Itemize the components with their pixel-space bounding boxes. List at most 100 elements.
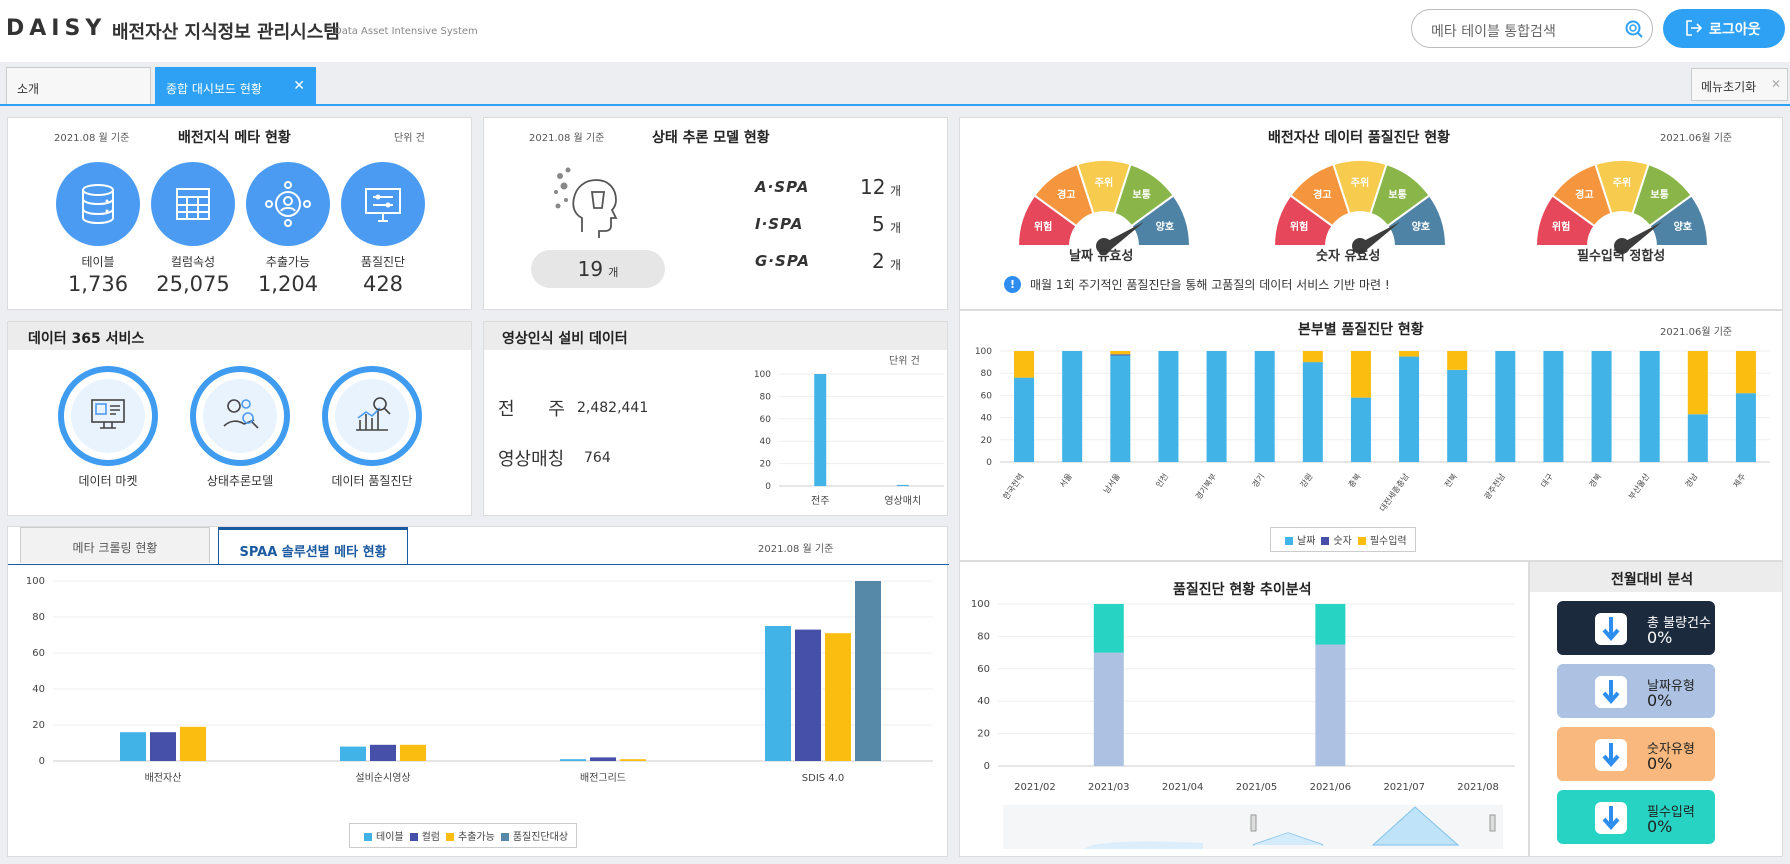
legend-swatch bbox=[1285, 537, 1293, 545]
tab-dashboard[interactable]: 종합 대시보드 현황 ✕ bbox=[155, 67, 316, 104]
x-tick-label: 경북 bbox=[1587, 471, 1604, 489]
bar-segment bbox=[1302, 351, 1323, 363]
bar-segment bbox=[1399, 356, 1420, 462]
trend-chart: 0 20 40 60 80 100 2021/02 2021/03 2021/04 2021/05… bbox=[971, 599, 1515, 793]
app-logo[interactable]: DAISY bbox=[6, 16, 107, 41]
legend-label: 날짜 bbox=[1297, 536, 1316, 547]
app-title: 배전자산 지식정보 관리시스템 bbox=[112, 22, 340, 43]
compare-value: 0% bbox=[1647, 817, 1673, 836]
bar-segment bbox=[1735, 351, 1756, 394]
branch-date: 2021.06월 기준 bbox=[1660, 327, 1733, 338]
bar bbox=[370, 744, 396, 761]
compare-card-total[interactable]: 총 불량건수 0% bbox=[1557, 601, 1715, 655]
quality-title: 배전자산 데이터 품질진단 현황 bbox=[1268, 130, 1451, 146]
model-date: 2021.08 월 기준 bbox=[529, 133, 605, 144]
x-tick-label: 경남 bbox=[1683, 471, 1700, 489]
bar bbox=[825, 633, 851, 761]
trend-range-slider[interactable] bbox=[1003, 805, 1503, 849]
spreadsheet-icon[interactable] bbox=[151, 162, 235, 246]
compare-card-required[interactable]: 필수입력 0% bbox=[1557, 790, 1715, 844]
bar-segment bbox=[1735, 393, 1756, 462]
chart-search-icon bbox=[350, 392, 394, 440]
gauge-level-label: 위험 bbox=[1034, 220, 1052, 233]
x-tick-label: 서울 bbox=[1058, 472, 1074, 489]
y-tick-label: 80 bbox=[977, 631, 990, 642]
tab-intro[interactable]: 소개 bbox=[6, 67, 151, 104]
gauge-level-label: 양호 bbox=[1156, 220, 1174, 233]
search-placeholder: 메타 테이블 통합검색 bbox=[1431, 24, 1556, 40]
bar-segment bbox=[1302, 362, 1323, 462]
x-tick-label: 2021/06 bbox=[1310, 782, 1352, 793]
x-tick-label: SDIS 4.0 bbox=[802, 773, 844, 784]
meta-label: 컬럼속성 bbox=[170, 255, 216, 269]
y-tick-label: 40 bbox=[981, 414, 993, 424]
database-icon[interactable] bbox=[56, 162, 140, 246]
y-tick-label: 0 bbox=[984, 761, 990, 772]
logout-button[interactable]: 로그아웃 bbox=[1663, 9, 1785, 48]
x-tick-label: 인천 bbox=[1153, 471, 1170, 489]
x-tick-label: 2021/04 bbox=[1162, 782, 1204, 793]
legend-label: 추출가능 bbox=[458, 832, 495, 843]
compare-card-number[interactable]: 숫자유형 0% bbox=[1557, 727, 1715, 781]
range-handle-right[interactable] bbox=[1489, 814, 1496, 832]
meta-value: 428 bbox=[362, 272, 404, 296]
legend-label: 품질진단대상 bbox=[512, 832, 569, 843]
model-total-unit: 개 bbox=[608, 266, 619, 279]
search-icon[interactable] bbox=[1624, 19, 1644, 43]
gauge-level-label: 양호 bbox=[1674, 220, 1692, 233]
y-tick-label: 20 bbox=[977, 729, 990, 740]
legend-swatch bbox=[409, 833, 418, 841]
bar-segment bbox=[1062, 351, 1083, 462]
gauge-level-label: 양호 bbox=[1412, 220, 1430, 233]
x-tick-label: 부산울산 bbox=[1626, 471, 1651, 501]
bar-segment bbox=[1591, 351, 1612, 462]
search-input[interactable]: 메타 테이블 통합검색 bbox=[1411, 9, 1653, 48]
user-network-icon[interactable] bbox=[246, 162, 330, 246]
state-model-button[interactable] bbox=[190, 366, 290, 466]
gauge-level-label: 주위 bbox=[1613, 176, 1631, 189]
video-chart: 0 20 40 60 80 100 전주 영상매치 bbox=[754, 370, 944, 507]
gauge-hub bbox=[1614, 238, 1630, 254]
y-tick-label: 80 bbox=[32, 612, 45, 623]
compare-card-date[interactable]: 날짜유형 0% bbox=[1557, 664, 1715, 718]
gauge-level-label: 위험 bbox=[1290, 220, 1308, 233]
close-icon[interactable]: ✕ bbox=[1770, 77, 1781, 91]
meta-value: 1,736 bbox=[67, 272, 129, 296]
tab-label: SPAA 솔루션별 메타 현황 bbox=[239, 545, 387, 560]
video-row-value: 764 bbox=[584, 450, 611, 466]
quality-diagnosis-panel: 배전자산 데이터 품질진단 현황 2021.06월 기준 위험 경고 주위 보통 양호 위… bbox=[959, 117, 1783, 310]
monitor-settings-icon[interactable] bbox=[341, 162, 425, 246]
close-icon[interactable]: ✕ bbox=[293, 78, 305, 94]
video-equipment-panel: 영상인식 설비 데이터 전 주 2,482,441 영상매칭 764 단위 건 … bbox=[483, 321, 948, 516]
y-tick-label: 80 bbox=[760, 392, 772, 402]
arrow-down-icon bbox=[1595, 739, 1627, 771]
bar-segment bbox=[1315, 644, 1346, 766]
x-tick-label: 배전자산 bbox=[145, 772, 182, 784]
x-tick-label: 2021/08 bbox=[1457, 782, 1499, 793]
quality-notice: 매월 1회 주기적인 품질진단을 통해 고품질의 데이터 서비스 기반 마련 ! bbox=[1030, 278, 1390, 292]
data365-service-panel: 데이터 365 서비스 데이터 마켓 상태추론모델 데이터 품질진단 bbox=[7, 321, 472, 516]
range-handle-left[interactable] bbox=[1250, 814, 1257, 832]
bar-segment bbox=[1447, 369, 1468, 462]
tab-spaa-solution[interactable]: SPAA 솔루션별 메타 현황 bbox=[218, 527, 408, 565]
bar bbox=[340, 746, 366, 761]
model-unit: 개 bbox=[890, 184, 902, 198]
compare-value: 0% bbox=[1647, 628, 1673, 647]
x-tick-label: 2021/07 bbox=[1383, 782, 1425, 793]
panel-header bbox=[8, 322, 471, 350]
menu-reset-button[interactable]: 메뉴초기화 ✕ bbox=[1691, 68, 1788, 101]
tab-meta-crawling[interactable]: 메타 크롤링 현황 bbox=[20, 527, 210, 563]
data-market-button[interactable] bbox=[58, 366, 158, 466]
compare-label: 필수입력 bbox=[1647, 805, 1695, 820]
compare-label: 날짜유형 bbox=[1647, 679, 1695, 694]
video-title: 영상인식 설비 데이터 bbox=[502, 331, 628, 347]
y-tick-label: 60 bbox=[981, 391, 993, 401]
legend-label: 숫자 bbox=[1333, 536, 1352, 547]
data-quality-button[interactable] bbox=[322, 366, 422, 466]
gauge-level-label: 주위 bbox=[1351, 176, 1369, 189]
legend-swatch bbox=[1357, 537, 1366, 545]
legend-swatch bbox=[500, 833, 509, 841]
y-tick-label: 60 bbox=[32, 648, 45, 659]
bar bbox=[896, 484, 909, 486]
